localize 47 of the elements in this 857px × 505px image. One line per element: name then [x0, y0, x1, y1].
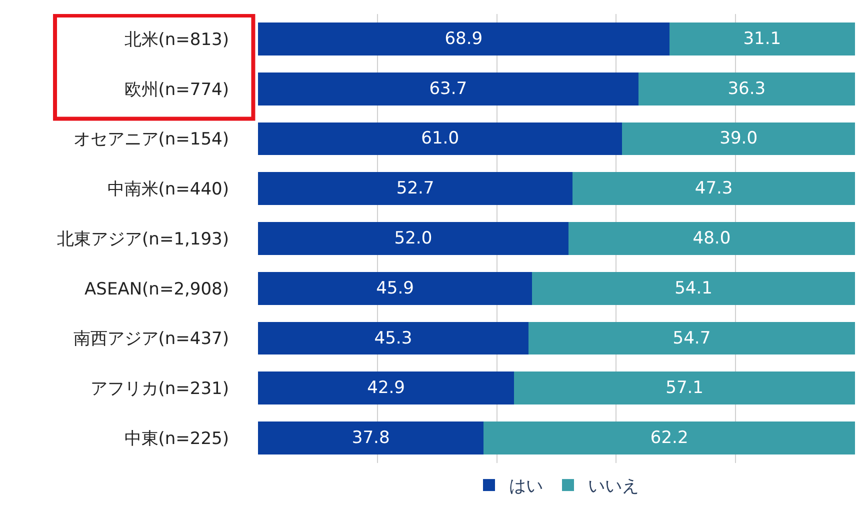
bar: [258, 72, 638, 106]
bar: [532, 272, 855, 305]
y-tick-label: 中東(n=225): [124, 429, 229, 450]
data-label: 61.0: [421, 128, 460, 149]
bar: [528, 322, 855, 355]
bar: [568, 222, 855, 255]
data-label: 62.2: [650, 428, 688, 448]
bar: [638, 72, 855, 106]
y-tick-label: 中南米(n=440): [107, 180, 229, 200]
bar: [572, 172, 855, 206]
bar: [484, 422, 855, 455]
data-label: 57.1: [666, 378, 704, 398]
y-tick-label: 欧州(n=774): [124, 80, 229, 100]
legend-label: いいえ: [588, 476, 639, 497]
y-tick-label: 北東アジア(n=1,193): [57, 229, 229, 250]
y-tick-label: 南西アジア(n=437): [73, 329, 229, 350]
data-label: 45.3: [374, 328, 412, 348]
data-label: 42.9: [367, 378, 405, 398]
legend-label: はい: [509, 476, 543, 497]
data-label: 52.0: [394, 228, 432, 248]
data-label: 37.8: [352, 428, 390, 448]
y-tick-label: ASEAN(n=2,908): [84, 279, 229, 300]
bar: [514, 372, 855, 405]
bar: [258, 172, 573, 206]
y-tick-label: オセアニア(n=154): [73, 130, 229, 150]
data-label: 45.9: [376, 278, 414, 298]
data-label: 54.1: [674, 278, 712, 298]
data-label: 63.7: [429, 78, 468, 99]
data-label: 54.7: [672, 328, 711, 348]
bar: [258, 322, 528, 355]
data-label: 39.0: [720, 128, 758, 149]
data-label: 52.7: [396, 178, 434, 199]
bar: [258, 372, 514, 405]
bar: [258, 22, 670, 56]
bar: [622, 122, 855, 156]
data-label: 31.1: [743, 28, 782, 49]
bar: [258, 272, 532, 305]
data-label: 48.0: [692, 228, 731, 248]
data-label: 47.3: [694, 178, 733, 199]
bar: [669, 22, 855, 56]
bar: [258, 422, 484, 455]
data-label: 36.3: [728, 78, 766, 99]
data-label: 68.9: [444, 28, 483, 49]
bar: [258, 122, 622, 156]
bar: [258, 222, 568, 255]
y-tick-label: アフリカ(n=231): [90, 379, 229, 400]
y-tick-label: 北米(n=813): [124, 30, 229, 50]
